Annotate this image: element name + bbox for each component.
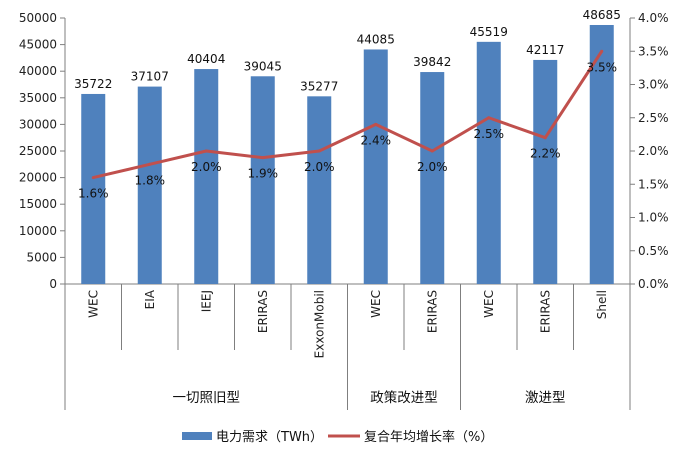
y-right-tick-label: 3.0% [638,78,669,92]
growth-rate-label: 2.0% [191,160,222,174]
y-left-tick-label: 15000 [19,197,57,211]
bars [81,24,614,285]
y-right-tick-label: 1.5% [638,177,669,191]
demand-bar [476,41,501,284]
growth-rate-point [91,176,95,180]
growth-line [91,49,604,180]
y-right-tick-label: 4.0% [638,11,669,25]
demand-value-label: 39842 [413,55,451,69]
category-label: WEC [369,290,383,318]
growth-rate-point [148,162,152,166]
demand-value-label: 44085 [357,32,395,46]
category-label: IEEJ [199,290,213,312]
demand-bar [194,69,219,284]
demand-value-label: 42117 [526,43,564,57]
demand-bar [250,76,275,284]
y-right-tick-label: 0.0% [638,277,669,291]
category-label: WEC [482,290,496,318]
y-right-tick-label: 2.0% [638,144,669,158]
demand-bar [420,72,445,284]
category-label: ERIRAS [256,290,270,333]
legend: 电力需求（TWh） 复合年均增长率（%） [182,429,493,445]
demand-value-label: 35277 [300,79,338,93]
demand-bar [533,59,558,284]
axes: 0 5000 10000 15000 20000 25000 30000 35000 40000… [19,11,669,410]
growth-rate-line [92,50,604,180]
growth-rate-label: 1.6% [78,187,109,201]
category-label: ERIRAS [538,290,552,333]
demand-bar [589,24,614,285]
y-left-tick-label: 0 [49,277,57,291]
growth-rate-label: 2.0% [304,160,335,174]
category-label: ERIRAS [425,290,439,333]
demand-value-label: 48685 [583,8,621,22]
data-labels: 35722 37107 40404 39045 35277 44085 39842 45519… [74,8,621,201]
demand-value-label: 39045 [244,59,282,73]
growth-rate-label: 2.5% [474,127,505,141]
demand-value-label: 45519 [470,25,508,39]
legend-bar-label: 电力需求（TWh） [216,430,323,445]
y-left-tick-label: 20000 [19,171,57,185]
demand-value-label: 35722 [74,77,112,91]
y-left-tick-label: 50000 [19,11,57,25]
y-left-tick-label: 10000 [19,224,57,238]
growth-rate-label: 2.4% [361,133,392,147]
y-right-tick-label: 1.0% [638,211,669,225]
y-right-tick-label: 0.5% [638,244,669,258]
category-label: Shell [595,290,609,319]
y-left-tick-label: 5000 [26,250,57,264]
demand-bar [137,86,162,284]
growth-rate-point [374,122,378,126]
growth-rate-point [261,156,265,160]
y-left-tick-label: 25000 [19,144,57,158]
demand-bar [307,96,332,285]
growth-rate-point [317,149,321,153]
category-label: ExxonMobil [312,290,326,358]
growth-rate-point [487,116,491,120]
growth-rate-label: 1.8% [135,173,166,187]
y-left-tick-label: 45000 [19,38,57,52]
group-label: 激进型 [525,390,566,406]
y-left-tick-label: 40000 [19,64,57,78]
y-left-tick-label: 30000 [19,117,57,131]
demand-bar [81,93,106,285]
y-right-tick-label: 3.5% [638,44,669,58]
category-label: EIA [143,289,157,309]
group-label: 一切照旧型 [173,390,241,406]
growth-rate-point [204,149,208,153]
category-label: WEC [86,290,100,318]
y-left-tick-label: 35000 [19,91,57,105]
growth-rate-point [600,49,604,53]
growth-rate-label: 2.2% [530,147,561,161]
growth-rate-label: 1.9% [248,167,279,181]
growth-rate-label: 2.0% [417,160,448,174]
demand-bar [363,49,388,284]
growth-rate-point [543,136,547,140]
group-label: 政策改进型 [370,389,438,406]
demand-value-label: 40404 [187,52,225,66]
demand-value-label: 37107 [131,70,169,84]
legend-line-label: 复合年均增长率（%） [364,429,493,445]
legend-bar-swatch [182,432,212,440]
growth-rate-label: 3.5% [587,60,618,74]
growth-rate-point [430,149,434,153]
y-right-tick-label: 2.5% [638,111,669,125]
